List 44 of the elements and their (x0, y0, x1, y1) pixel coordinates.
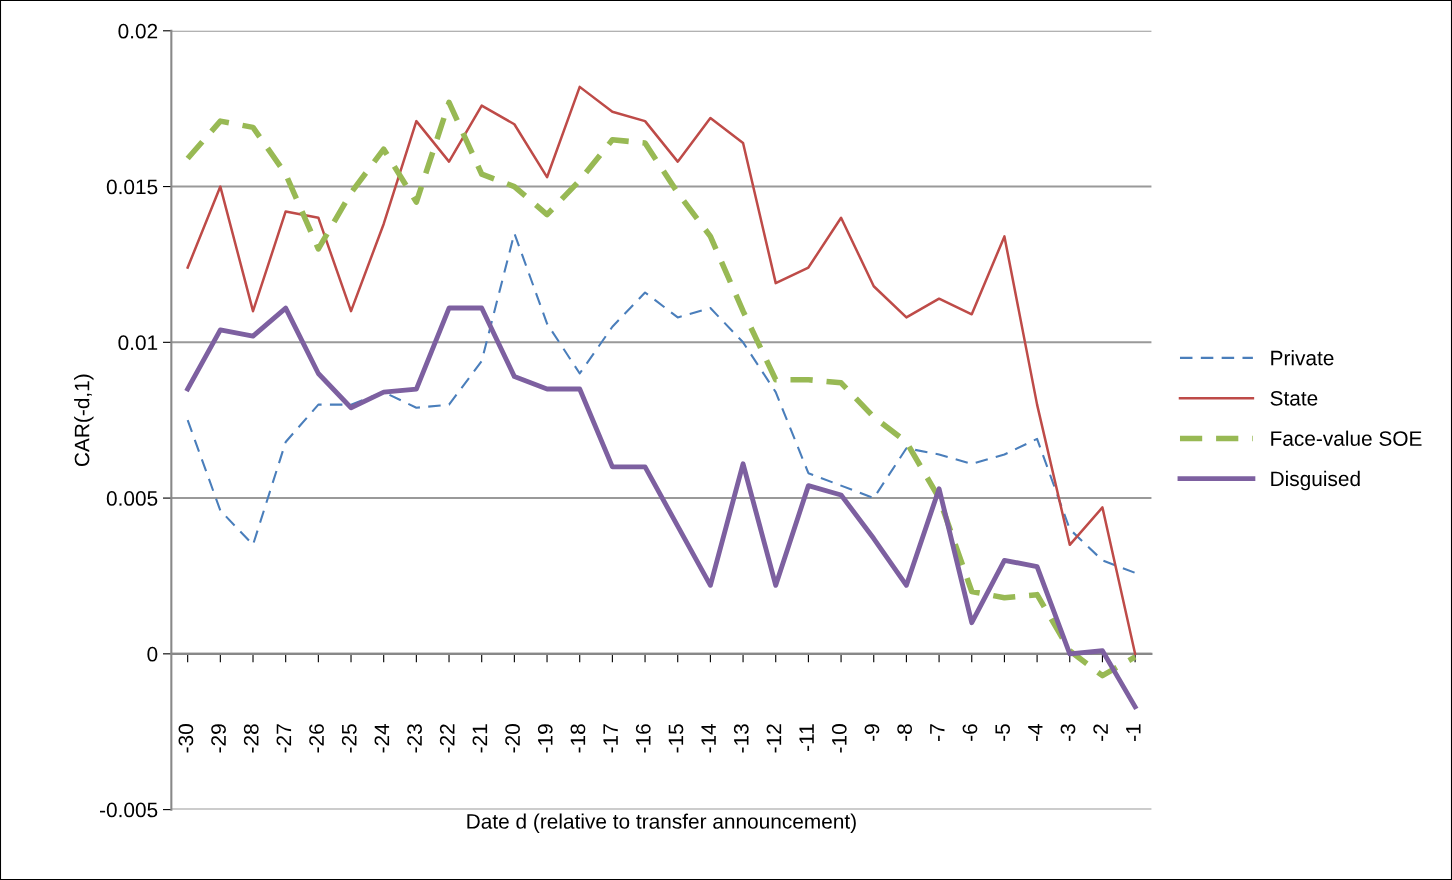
x-tick-label: -14 (701, 723, 716, 753)
x-tick-label: -17 (603, 724, 618, 753)
x-tick-label: -6 (962, 724, 978, 741)
y-tick-label: -0.005 (100, 802, 158, 818)
x-tick-label: -8 (897, 724, 912, 741)
x-tick-label: -27 (276, 724, 292, 753)
x-tick-label: -9 (864, 724, 880, 741)
legend-label: Disguised (1271, 470, 1360, 491)
y-tick-label: 0 (147, 646, 158, 662)
x-tick-label: -7 (930, 724, 945, 741)
x-tick-label: -2 (1093, 724, 1108, 741)
x-tick-label: -24 (374, 723, 390, 753)
x-axis-title: Date d (relative to transfer announcement) (467, 813, 856, 833)
x-tick-label: -18 (570, 724, 586, 753)
x-tick-label: -10 (831, 724, 847, 753)
x-tick-label: -5 (995, 724, 1011, 741)
y-axis-title: CAR(-d,1) (74, 374, 94, 467)
y-tick-label: 0.015 (106, 179, 158, 195)
y-tick-label: 0.02 (118, 23, 158, 39)
x-tick-label: -19 (537, 724, 553, 753)
x-tick-label: -28 (243, 724, 259, 753)
x-tick-label: -12 (766, 724, 782, 753)
legend-label: State (1270, 390, 1318, 406)
x-tick-label: -23 (407, 724, 422, 753)
line-series (185, 305, 1138, 710)
y-tick-label: 0.01 (118, 335, 158, 351)
x-tick-label: -22 (439, 724, 455, 753)
x-tick-label: -4 (1028, 723, 1043, 741)
line-series (186, 232, 1137, 574)
y-tick-label: 0.005 (106, 491, 158, 506)
x-tick-label: -3 (1060, 724, 1076, 741)
x-tick-label: -29 (211, 724, 226, 753)
x-tick-label: -25 (341, 724, 357, 753)
x-tick-label: -26 (309, 724, 324, 753)
x-tick-label: -15 (668, 724, 684, 753)
x-tick-label: -20 (505, 724, 520, 753)
x-tick-label: -16 (635, 724, 651, 753)
x-tick-label: -11 (799, 724, 814, 751)
x-tick-label: -30 (178, 724, 194, 753)
x-tick-label: -1 (1126, 724, 1141, 741)
x-tick-label: -21 (472, 724, 488, 753)
legend-label: Private (1271, 350, 1334, 366)
x-tick-label: -13 (733, 724, 749, 753)
legend-label: Face-value SOE (1271, 430, 1422, 446)
